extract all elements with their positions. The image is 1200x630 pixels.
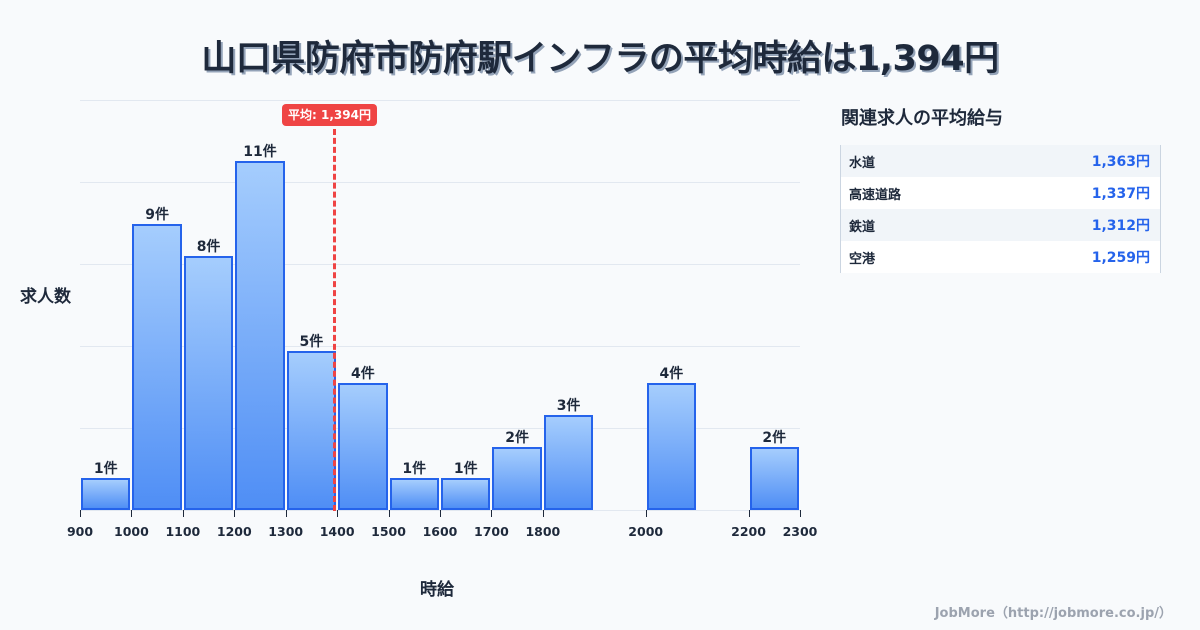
- x-tick: [80, 510, 81, 517]
- x-tick-label: 2300: [782, 524, 818, 539]
- table-row: 空港 1,259円: [841, 241, 1160, 273]
- source-credit: JobMore（http://jobmore.co.jp/）: [934, 606, 1172, 621]
- bar-count-label: 2件: [505, 429, 530, 446]
- bar-count-label: 4件: [659, 366, 684, 382]
- related-salary-table: 水道 1,363円 高速道路 1,337円 鉄道 1,312円 空港 1,259…: [840, 145, 1161, 273]
- histogram-bar: [646, 383, 697, 510]
- related-salary-title: 関連求人の平均給与: [841, 108, 1003, 129]
- bar-count-label: 11件: [243, 143, 277, 160]
- histogram-bar: [338, 383, 388, 510]
- job-category: 高速道路: [849, 187, 902, 203]
- histogram-bar: [389, 478, 439, 510]
- x-tick-label: 1800: [525, 524, 561, 539]
- x-tick-label: 1500: [371, 524, 406, 539]
- x-axis-label: 時給: [420, 580, 454, 600]
- job-category: 鉄道: [849, 219, 876, 235]
- x-tick-label: 900: [66, 524, 94, 539]
- average-badge: 平均: 1,394円: [282, 104, 377, 126]
- histogram-bar: [286, 351, 337, 510]
- x-tick: [542, 510, 544, 517]
- histogram-bar: [441, 478, 491, 510]
- x-tick-label: 1400: [319, 524, 355, 539]
- histogram-bar: [132, 224, 182, 510]
- bar-count-label: 2件: [762, 429, 787, 446]
- x-tick: [748, 510, 750, 517]
- bar-count-label: 4件: [350, 366, 375, 382]
- x-tick: [285, 510, 287, 517]
- page-title: 山口県防府市防府駅インフラの平均時給は1,394円: [201, 39, 999, 79]
- x-tick: [234, 510, 236, 517]
- average-wage: 1,259円: [1091, 250, 1150, 266]
- x-tick-label: 1100: [165, 524, 201, 539]
- x-tick: [337, 510, 339, 517]
- bar-count-label: 1件: [402, 461, 427, 478]
- histogram-bar: [235, 160, 285, 510]
- gridline: [80, 100, 800, 101]
- bar-count-label: 9件: [145, 207, 170, 224]
- gridline: [80, 182, 800, 183]
- job-category: 水道: [849, 155, 876, 171]
- histogram-bar: [749, 446, 799, 510]
- table-row: 高速道路 1,337円: [841, 177, 1160, 209]
- histogram-bar: [492, 446, 542, 510]
- average-wage: 1,363円: [1091, 154, 1150, 170]
- histogram-chart: 求人数 時給 1件 9件 8件 11件 5件 4件 1件 1件 2件 3件 4件 2件 900 1000 1…: [20, 100, 818, 600]
- x-tick: [131, 510, 133, 517]
- gridline: [80, 428, 800, 429]
- gridline: [80, 264, 800, 265]
- average-line: [333, 120, 337, 511]
- x-tick-label: 1200: [216, 524, 252, 539]
- bar-count-label: 8件: [196, 239, 221, 255]
- gridline: [80, 346, 800, 347]
- average-wage: 1,312円: [1091, 218, 1150, 234]
- x-tick: [440, 510, 441, 517]
- x-tick-label: 1700: [474, 524, 509, 539]
- histogram-bar: [543, 414, 594, 510]
- histogram-bar: [81, 478, 131, 510]
- x-tick-label: 2200: [731, 524, 766, 539]
- x-tick: [800, 510, 801, 517]
- average-wage: 1,337円: [1091, 186, 1150, 202]
- bar-count-label: 3件: [556, 397, 581, 414]
- bar-count-label: 5件: [299, 334, 324, 351]
- bar-count-label: 1件: [453, 461, 478, 478]
- x-tick: [388, 510, 390, 517]
- x-tick-label: 1600: [422, 524, 458, 539]
- x-tick: [182, 510, 184, 517]
- y-axis-label: 求人数: [20, 287, 71, 307]
- x-tick-label: 1300: [268, 524, 304, 539]
- x-tick-label: 2000: [628, 524, 664, 539]
- x-tick-label: 1000: [114, 524, 149, 539]
- bar-count-label: 1件: [93, 461, 118, 478]
- histogram-bar: [183, 256, 234, 510]
- job-category: 空港: [849, 251, 876, 267]
- table-row: 鉄道 1,312円: [841, 209, 1160, 241]
- x-tick: [645, 510, 647, 517]
- table-row: 水道 1,363円: [841, 145, 1160, 177]
- x-tick: [491, 510, 493, 517]
